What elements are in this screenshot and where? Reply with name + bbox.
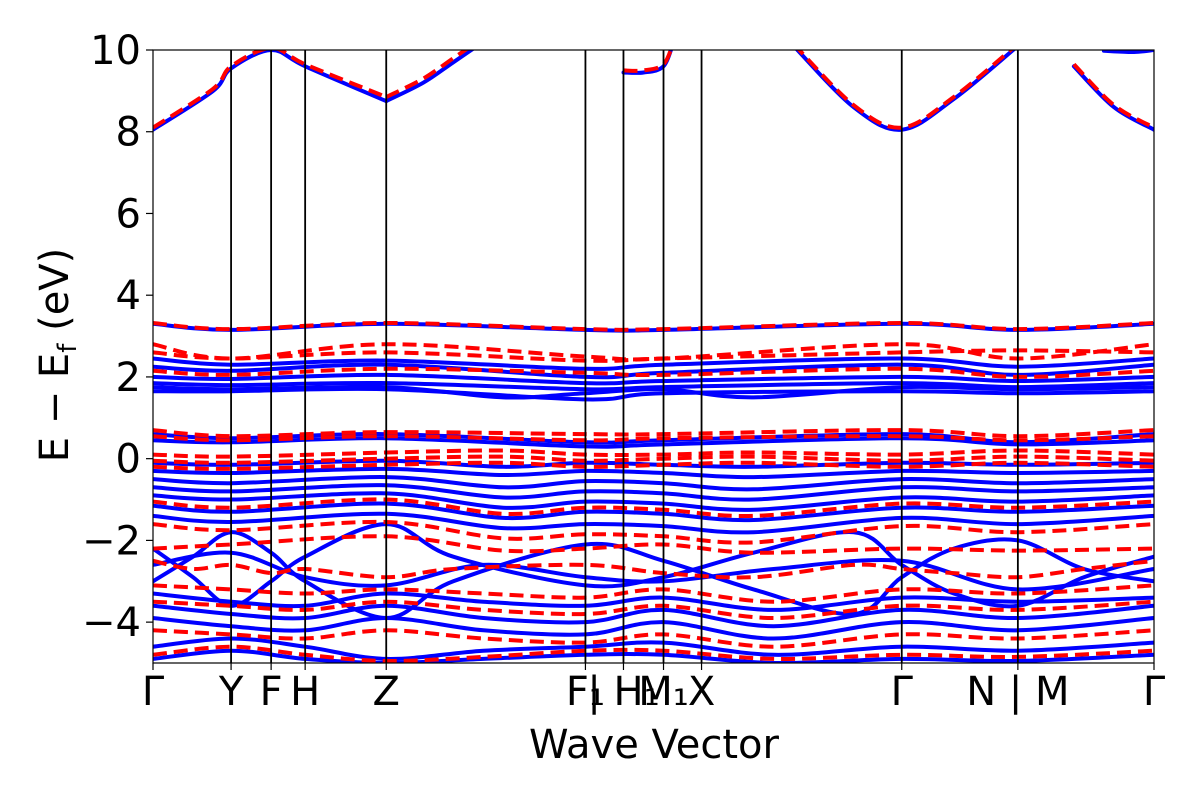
solid-band-line-6 bbox=[794, 50, 1017, 132]
plot-frame bbox=[152, 49, 1155, 664]
x-axis-label: Wave Vector bbox=[529, 722, 780, 768]
solid-band-line-42 bbox=[153, 591, 1154, 612]
dashed-band-line-48 bbox=[153, 599, 1154, 621]
dashed-band-line-23 bbox=[153, 434, 1154, 443]
y-axis-ticks: −4 −2 0 2 4 6 8 10 bbox=[82, 28, 153, 646]
solid-band-line-33 bbox=[153, 491, 1154, 512]
dashed-band-line-15 bbox=[153, 366, 1154, 379]
bands-layer bbox=[153, 50, 1154, 663]
solid-band-line-34 bbox=[153, 501, 1154, 523]
dashed-band-line-5 bbox=[623, 50, 673, 73]
dashed-band-line-12 bbox=[153, 320, 1154, 332]
y-axis-label: E − Ef (eV) bbox=[32, 248, 83, 463]
y-tick-label-6: 8 bbox=[116, 110, 141, 156]
solid-band-line-2 bbox=[384, 50, 475, 104]
x-tick-label-10: N | M bbox=[966, 669, 1069, 715]
x-tick-label-5: F₁ bbox=[566, 669, 605, 715]
dashed-band-line-22 bbox=[153, 428, 1154, 439]
y-tick-label-4: 4 bbox=[116, 273, 141, 319]
dashed-band-line-37 bbox=[153, 519, 1154, 545]
solid-band-line-44 bbox=[153, 615, 1154, 641]
dashed-band-line-51 bbox=[153, 558, 1154, 580]
dashed-band-line-49 bbox=[153, 628, 1154, 649]
x-tick-label-1: Y bbox=[218, 669, 244, 715]
dashed-band-line-36 bbox=[153, 497, 1154, 519]
dashed-band-line-38 bbox=[153, 534, 1154, 555]
dashed-band-line-26 bbox=[153, 448, 1154, 459]
solid-band-line-32 bbox=[153, 483, 1154, 502]
x-tick-label-9: Γ bbox=[891, 669, 914, 715]
dashed-band-line-27 bbox=[153, 454, 1154, 465]
y-tick-label-2: 0 bbox=[116, 437, 141, 483]
dashed-band-line-7 bbox=[796, 50, 1014, 130]
solid-band-line-21 bbox=[153, 384, 1154, 400]
y-tick-label-0: −4 bbox=[82, 600, 141, 646]
high-symmetry-lines bbox=[230, 50, 1019, 663]
dashed-band-line-1 bbox=[153, 50, 387, 130]
solid-band-line-46 bbox=[153, 648, 1154, 663]
dashed-band-line-3 bbox=[385, 50, 469, 99]
y-axis-label-main: E − E bbox=[32, 353, 78, 463]
x-tick-label-7: M₁ bbox=[638, 669, 689, 715]
solid-band-line-31 bbox=[153, 475, 1154, 492]
solid-band-line-18 bbox=[153, 372, 1154, 386]
y-tick-label-1: −2 bbox=[82, 518, 141, 564]
x-tick-label-6: | H₁ bbox=[587, 669, 659, 715]
solid-band-line-45 bbox=[153, 636, 1154, 661]
dashed-band-line-50 bbox=[153, 644, 1154, 663]
y-tick-label-5: 6 bbox=[116, 191, 141, 237]
y-tick-label-3: 2 bbox=[116, 355, 141, 401]
solid-band-line-43 bbox=[153, 603, 1154, 629]
y-axis-label-subscript: f bbox=[53, 343, 83, 353]
y-tick-label-7: 10 bbox=[90, 28, 141, 74]
dashed-band-line-13 bbox=[153, 342, 1154, 362]
x-tick-label-3: H bbox=[290, 669, 320, 715]
x-tick-label-11: Γ bbox=[1143, 669, 1166, 715]
solid-band-line-0 bbox=[153, 50, 389, 132]
dashed-band-line-47 bbox=[153, 583, 1154, 604]
solid-band-line-16 bbox=[153, 356, 1154, 371]
y-axis-label-unit: (eV) bbox=[32, 248, 78, 344]
dashed-band-line-14 bbox=[153, 348, 1154, 363]
x-tick-label-2: F bbox=[260, 669, 283, 715]
solid-band-line-39 bbox=[153, 530, 1154, 621]
x-tick-label-8: X bbox=[688, 669, 715, 715]
dashed-band-line-28 bbox=[153, 460, 1154, 471]
solid-band-line-35 bbox=[153, 511, 1154, 535]
solid-band-line-30 bbox=[153, 466, 1154, 480]
dashed-band-line-9 bbox=[1072, 62, 1154, 130]
x-tick-label-0: Γ bbox=[142, 669, 165, 715]
x-tick-label-4: Z bbox=[373, 669, 400, 715]
